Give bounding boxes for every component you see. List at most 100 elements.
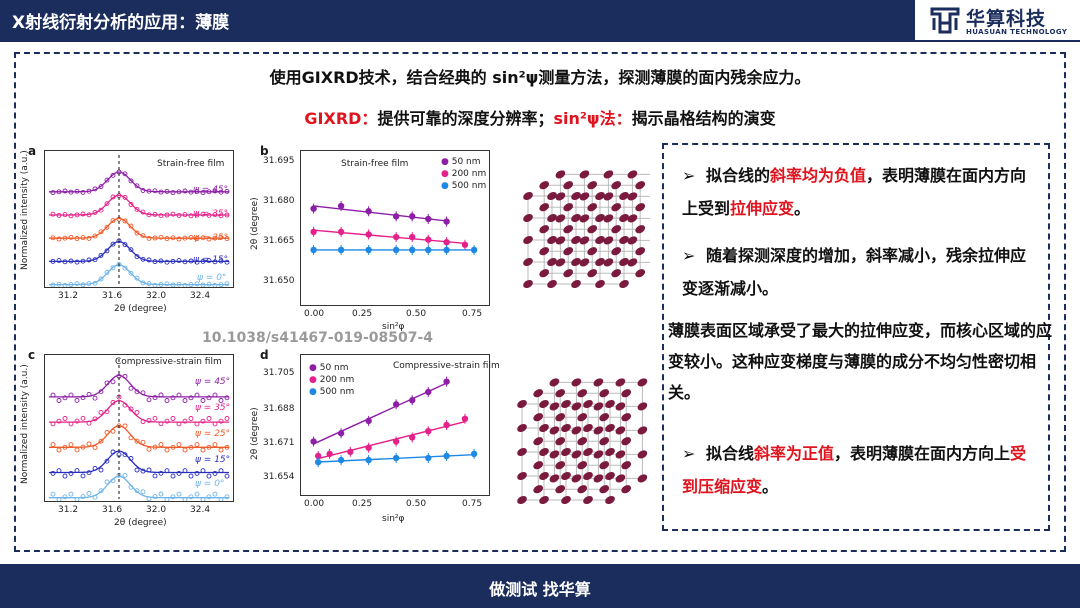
data-point	[164, 259, 170, 265]
data-point	[347, 448, 354, 456]
data-point	[86, 391, 92, 397]
data-point	[164, 281, 170, 287]
data-point	[98, 252, 104, 258]
intro-text: 使用GIXRD技术，结合经典的 sin²ψ测量方法，探测薄膜的面内残余应力。	[269, 68, 811, 87]
lattice-atom	[547, 235, 557, 245]
data-point	[140, 209, 146, 215]
data-point	[80, 211, 86, 217]
data-point	[56, 418, 62, 424]
data-point	[98, 207, 104, 213]
data-point	[56, 236, 62, 242]
data-point	[74, 397, 80, 403]
lattice-atom	[587, 247, 598, 256]
bullet-depth: ➢ 随着探测深度的增加，斜率减小，残余拉伸应变逐渐减小。	[682, 239, 1038, 305]
data-point	[86, 490, 92, 496]
legend-200nm: ● 200 nm	[309, 375, 355, 385]
lattice-atom	[563, 203, 574, 212]
data-point	[50, 211, 56, 217]
lattice-atom	[627, 214, 638, 223]
data-point	[98, 389, 104, 395]
data-point	[62, 188, 68, 194]
sin-label: sin²ψ法：	[553, 109, 632, 128]
data-point	[122, 423, 128, 429]
data-point	[194, 212, 200, 218]
data-point	[337, 202, 345, 210]
data-point	[200, 190, 206, 196]
lattice-atom	[605, 423, 615, 433]
data-point	[134, 389, 140, 395]
lattice-atom	[605, 399, 615, 409]
data-point	[182, 447, 188, 453]
lattice-atom	[547, 191, 557, 201]
lattice-atom	[627, 192, 638, 201]
lattice-atom	[571, 450, 582, 459]
lattice-atom	[599, 389, 610, 398]
data-point	[116, 261, 122, 267]
x-tick: 0.25	[352, 499, 373, 509]
data-point	[212, 235, 218, 241]
lattice-atom	[619, 191, 629, 201]
lattice-atom	[517, 423, 527, 433]
page-title: X射线衍射分析的应用：薄膜	[12, 13, 230, 33]
panel-c-curves	[49, 359, 230, 502]
data-point	[86, 235, 92, 241]
lattice-atom	[611, 181, 622, 190]
data-point	[110, 265, 116, 271]
data-point	[92, 233, 98, 239]
legend-500nm: ● 500 nm	[441, 181, 487, 191]
data-point	[62, 212, 68, 218]
data-point	[62, 416, 68, 421]
data-point	[56, 398, 62, 403]
lattice-atom	[603, 236, 614, 245]
data-point	[98, 438, 104, 444]
data-point	[365, 456, 372, 464]
data-point	[470, 450, 478, 458]
data-point	[152, 211, 158, 217]
data-point	[62, 494, 68, 500]
data-point	[62, 259, 68, 265]
data-point	[182, 418, 188, 424]
summary-paragraph: 薄膜表面区域承受了最大的拉伸应变，而核心区域的应变较小。这种应变梯度与薄膜的成分…	[668, 321, 1053, 402]
data-point	[128, 484, 134, 490]
data-point	[164, 468, 170, 474]
data-point	[86, 420, 92, 426]
data-point	[194, 236, 200, 242]
data-point	[128, 385, 134, 391]
doi-reference: 10.1038/s41467-019-08507-4	[202, 330, 434, 346]
data-point	[146, 188, 152, 194]
legend-50nm: ● 50 nm	[441, 157, 481, 167]
data-point	[68, 442, 74, 448]
data-point	[92, 494, 98, 500]
data-point	[50, 190, 56, 196]
psi-label: ψ = 25°	[195, 429, 231, 439]
data-point	[170, 190, 176, 196]
psi-label: ψ = 35°	[193, 209, 229, 219]
y-tick: 31.671	[263, 438, 295, 448]
data-point	[92, 280, 98, 286]
fit-line	[313, 382, 447, 445]
lattice-atom	[549, 426, 560, 435]
data-point	[409, 246, 416, 254]
lattice-atom	[561, 447, 571, 457]
data-point	[146, 212, 152, 218]
data-point	[176, 470, 182, 476]
lattice-atom	[577, 461, 588, 470]
data-point	[194, 281, 200, 287]
lattice-atom	[555, 258, 566, 267]
data-point	[224, 416, 230, 421]
data-point	[140, 280, 146, 286]
data-point	[158, 392, 164, 398]
lattice-atom	[571, 257, 581, 267]
lattice-atom	[571, 402, 582, 411]
data-point	[182, 398, 188, 403]
legend-500nm: ● 500 nm	[309, 387, 355, 397]
data-point	[146, 397, 152, 403]
lattice-atom	[533, 413, 544, 422]
lattice-atom	[605, 447, 615, 457]
data-point	[152, 188, 158, 194]
lattice-atom	[523, 257, 533, 267]
data-point	[92, 210, 98, 215]
y-tick: 31.654	[263, 472, 295, 482]
panel-c-letter: c	[28, 348, 36, 362]
data-point	[176, 212, 182, 218]
